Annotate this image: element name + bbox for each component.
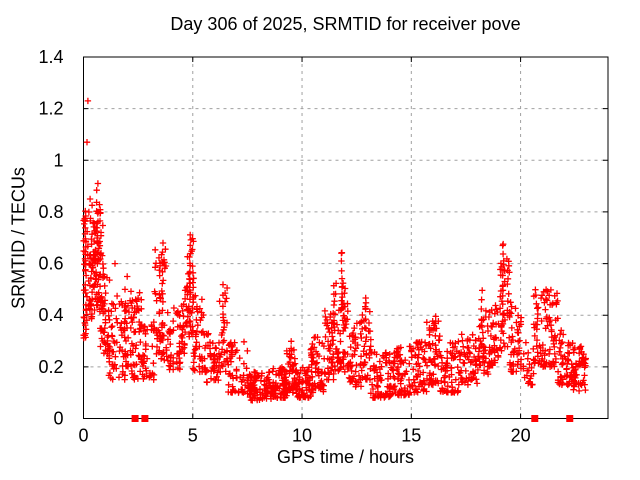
chart-title: Day 306 of 2025, SRMTID for receiver pov… — [170, 14, 521, 34]
y-tick-label: 0 — [53, 409, 63, 429]
axis-ticks — [83, 56, 608, 419]
x-tick-label: 15 — [401, 426, 421, 446]
x-tick-label: 5 — [188, 426, 198, 446]
data-points — [80, 97, 589, 404]
y-tick-label: 1.4 — [38, 47, 63, 67]
y-tick-label: 0.2 — [38, 357, 63, 377]
x-tick-label: 20 — [511, 426, 531, 446]
x-tick-label: 0 — [78, 426, 88, 446]
y-tick-label: 0.4 — [38, 305, 63, 325]
x-tick-label: 10 — [292, 426, 312, 446]
x-axis-label: GPS time / hours — [276, 447, 415, 467]
y-tick-label: 1.2 — [38, 99, 63, 119]
y-tick-label: 0.6 — [38, 254, 63, 274]
y-tick-label: 1 — [53, 150, 63, 170]
y-tick-label: 0.8 — [38, 202, 63, 222]
